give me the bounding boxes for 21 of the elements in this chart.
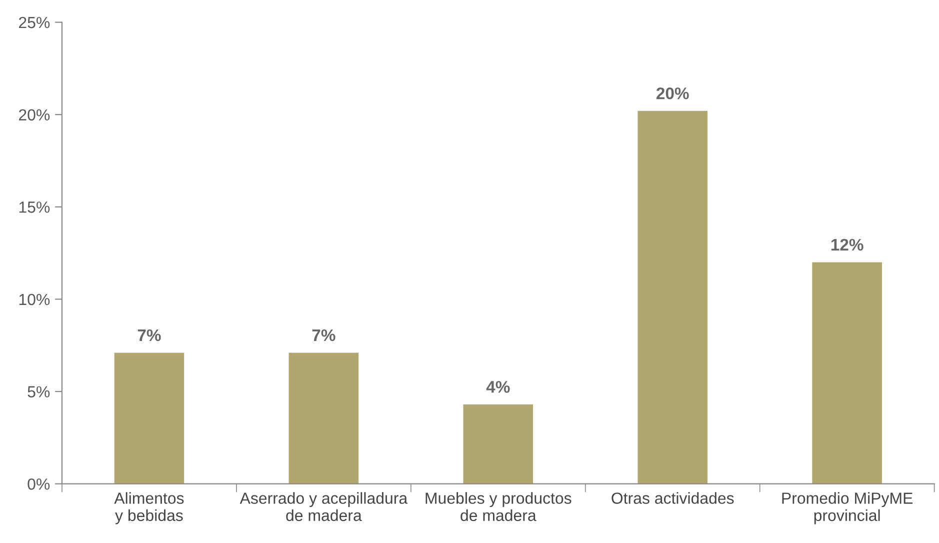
data-label: 7% bbox=[138, 329, 161, 342]
x-tick-label: Aserrado y acepilladura de madera bbox=[240, 492, 408, 522]
data-label: 20% bbox=[656, 87, 689, 100]
y-tick-label: 15% bbox=[19, 202, 50, 213]
y-tick-label: 20% bbox=[19, 109, 50, 121]
bar bbox=[463, 404, 534, 484]
bar bbox=[638, 110, 708, 484]
data-label: 7% bbox=[312, 329, 336, 342]
x-tick-label: Promedio MiPyME provincial bbox=[782, 492, 913, 524]
x-tick-label: Otras actividades bbox=[612, 492, 734, 504]
y-tick-label: 10% bbox=[19, 294, 50, 306]
y-tick-label: 0% bbox=[28, 478, 50, 490]
data-label: 4% bbox=[486, 381, 510, 393]
x-tick-label: Alimentos y bebidas bbox=[114, 492, 184, 524]
x-tick-label: Muebles y productos de madera bbox=[426, 492, 572, 522]
y-tick-label: 25% bbox=[19, 16, 50, 28]
bar bbox=[114, 352, 184, 484]
bar bbox=[812, 262, 882, 484]
y-tick-label: 5% bbox=[28, 386, 50, 398]
data-label: 12% bbox=[831, 238, 864, 251]
bar bbox=[288, 352, 359, 484]
